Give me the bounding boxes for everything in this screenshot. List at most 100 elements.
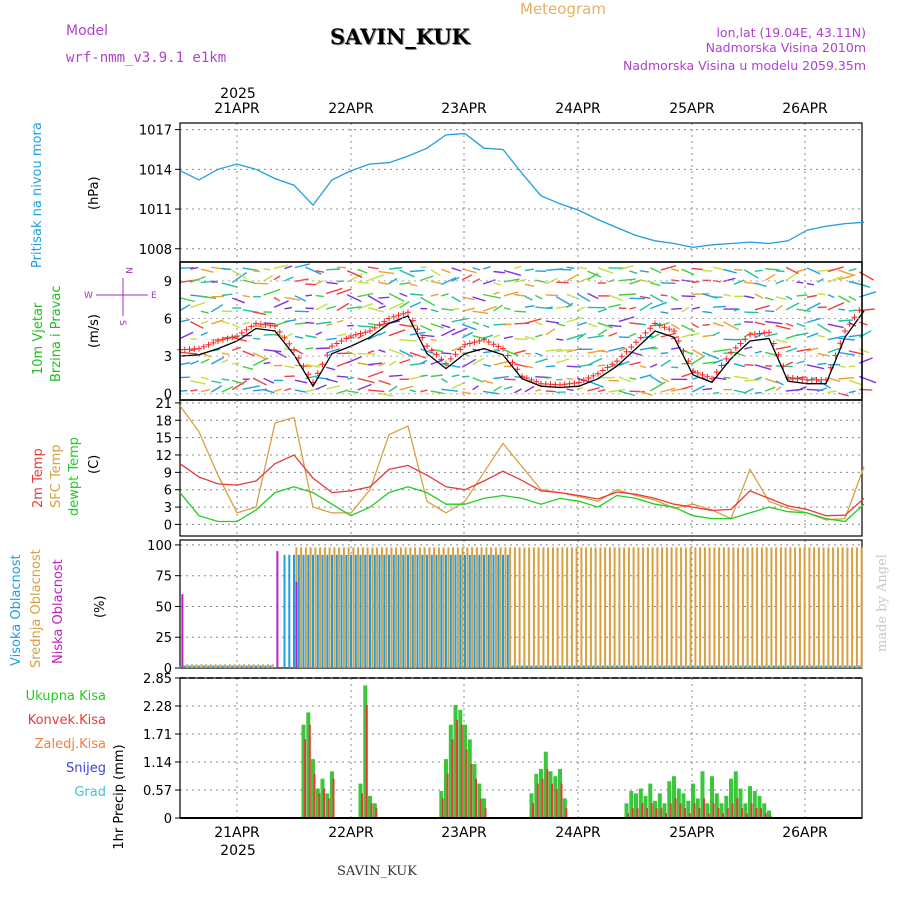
cloud-mid-bar xyxy=(590,547,592,668)
cloud-high-bar xyxy=(298,555,300,668)
cloud-ytick-label: 75 xyxy=(155,570,172,585)
cloud-high-bar xyxy=(436,555,438,668)
wind-arrow xyxy=(504,379,516,380)
cloud-high-bar xyxy=(668,666,670,669)
cloud-mid-bar xyxy=(267,664,269,668)
cloud-mid-bar xyxy=(694,547,696,668)
precip-conv-bar xyxy=(703,798,705,818)
precip-conv-bar xyxy=(375,808,377,818)
cloud-mid-bar xyxy=(519,547,521,668)
wind-arrow xyxy=(379,297,390,298)
precip-conv-bar xyxy=(660,808,662,818)
cloud-mid-bar xyxy=(381,547,383,668)
cloud-low-bar xyxy=(181,594,183,668)
cloud-mid-bar xyxy=(234,664,236,668)
cloud-high-bar xyxy=(222,666,224,669)
cloud-mid-bar xyxy=(210,664,212,668)
cloud-mid-bar xyxy=(661,547,663,668)
top-day-label: 21APR xyxy=(214,101,260,117)
cloud-high-bar xyxy=(801,666,803,669)
cloud-mid-bar xyxy=(552,547,554,668)
cloud-mid-bar xyxy=(851,547,853,668)
precip-conv-bar xyxy=(637,808,639,818)
wind-arrow xyxy=(661,353,668,354)
cloud-mid-bar xyxy=(443,547,445,668)
cloud-mid-bar xyxy=(243,664,245,668)
cloud-high-bar xyxy=(469,555,471,668)
wind-arrow xyxy=(556,282,569,283)
cloud-mid-bar xyxy=(314,547,316,668)
wind-arrow xyxy=(504,324,511,325)
cloud-mid-bar xyxy=(490,547,492,668)
precip-conv-bar xyxy=(480,798,482,818)
precip-conv-bar xyxy=(461,725,463,818)
cloud-high-bar xyxy=(284,555,286,668)
cloud-mid-bar xyxy=(405,547,407,668)
bottom-day-label: 24APR xyxy=(555,825,601,841)
cloud-mid-bar xyxy=(224,664,226,668)
cloud-high-bar xyxy=(664,666,666,669)
cloud-mid-bar xyxy=(495,547,497,668)
cloud-mid-bar xyxy=(343,547,345,668)
cloud-high-bar xyxy=(792,666,794,669)
cloud-mid-bar xyxy=(794,547,796,668)
cloud-mid-bar xyxy=(713,547,715,668)
cloud-high-bar xyxy=(341,555,343,668)
temp-ytick-label: 15 xyxy=(155,432,172,447)
year-label-bottom: 2025 xyxy=(220,843,256,859)
cloud-mid-bar xyxy=(595,547,597,668)
cloud-high-bar xyxy=(835,666,837,669)
cloud-high-bar xyxy=(545,666,547,669)
wind-arrow xyxy=(713,393,719,394)
cloud-high-bar xyxy=(478,555,480,668)
cloud-mid-bar xyxy=(523,547,525,668)
cloud-mid-bar xyxy=(637,547,639,668)
cloud-high-bar xyxy=(673,666,675,669)
cloud-mid-bar xyxy=(576,547,578,668)
cloud-mid-bar xyxy=(647,547,649,668)
wind-arrow xyxy=(661,295,668,296)
precip-conv-bar xyxy=(755,808,757,818)
precip-conv-bar xyxy=(475,779,477,818)
cloud-high-bar xyxy=(459,555,461,668)
cloud-mid-bar xyxy=(262,664,264,668)
precip-conv-bar xyxy=(366,705,368,818)
cloud-ytick-label: 25 xyxy=(155,631,172,646)
cloud-mid-bar xyxy=(200,664,202,668)
cloud-mid-bar xyxy=(238,664,240,668)
cloud-high-bar xyxy=(602,666,604,669)
cloud-mid-bar xyxy=(728,547,730,668)
cloud-mid-bar xyxy=(656,547,658,668)
cloud-mid-bar xyxy=(832,547,834,668)
cloud-mid-bar xyxy=(633,547,635,668)
cloud-high-bar xyxy=(778,666,780,669)
temp-dewpt-title: dewpt Temp xyxy=(67,437,82,516)
cloud-mid-bar xyxy=(642,547,644,668)
cloud-high-bar xyxy=(516,666,518,669)
precip-conv-bar xyxy=(675,798,677,818)
precip-conv-bar xyxy=(656,808,658,818)
cloud-mid-bar xyxy=(447,547,449,668)
cloud-mid-bar xyxy=(253,664,255,668)
top-day-label: 23APR xyxy=(441,101,487,117)
footer-station: SAVIN_KUK xyxy=(337,864,417,879)
wind-title-2: Brzina i Pravac xyxy=(49,285,64,382)
wind-arrow xyxy=(180,391,187,392)
wind-arrow xyxy=(640,324,646,325)
cloud-mid-bar xyxy=(319,547,321,668)
legend-graupel: Grad xyxy=(74,785,106,800)
wind-arrow xyxy=(619,337,630,338)
temp-ytick-label: 3 xyxy=(164,501,172,516)
cloud-high-bar xyxy=(450,555,452,668)
cloud-mid-bar xyxy=(856,547,858,668)
cloud-mid-bar xyxy=(666,547,668,668)
wind-arrow xyxy=(337,267,346,268)
wind-arrow xyxy=(452,309,459,310)
wind-arrow xyxy=(316,296,324,297)
cloud-mid-bar xyxy=(338,547,340,668)
wind-arrow xyxy=(305,295,312,296)
cloud-high-bar xyxy=(184,666,186,669)
pressure-title: Pritisak na nivou mora xyxy=(30,122,45,268)
top-day-label: 24APR xyxy=(555,101,601,117)
cloud-mid-bar xyxy=(514,547,516,668)
